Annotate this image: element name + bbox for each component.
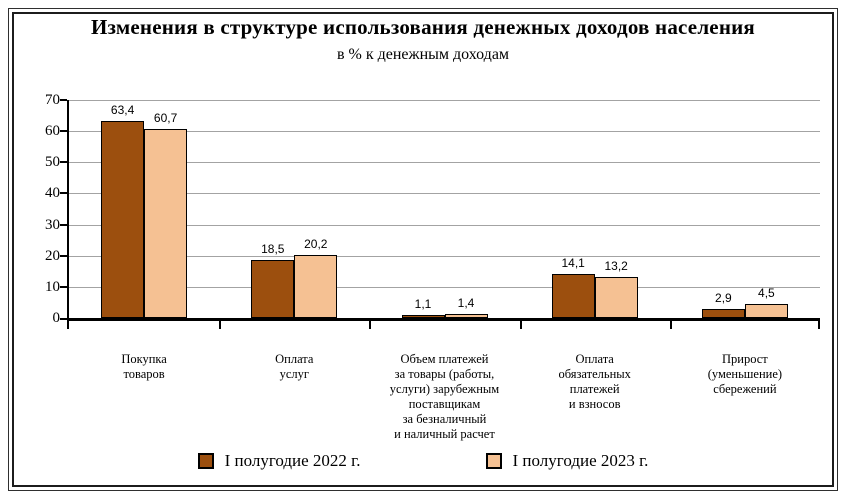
bar-2022 (701, 308, 745, 318)
gridline (69, 286, 820, 288)
y-axis-tick (60, 318, 67, 320)
bar-value-label: 2,9 (715, 290, 732, 305)
gridline (69, 255, 820, 257)
bar-2022 (551, 274, 595, 318)
bar-value-label: 18,5 (261, 242, 285, 257)
x-axis-tick (369, 321, 372, 329)
x-axis-tick (818, 321, 820, 329)
bar-2023 (594, 276, 638, 318)
gridline (69, 193, 820, 195)
bar-2022 (101, 120, 145, 318)
x-axis-tick (67, 321, 69, 329)
bar-value-label: 1,4 (457, 295, 475, 310)
gridline (69, 224, 820, 226)
bar-value-label: 60,7 (153, 110, 178, 125)
y-axis-tick (60, 254, 67, 257)
gridline (69, 131, 820, 133)
category-label: Оплата услуг (275, 352, 314, 381)
y-tick-label: 30 (45, 216, 60, 233)
y-tick-label: 40 (45, 185, 60, 202)
legend-label: I полугодие 2022 г. (224, 451, 361, 470)
chart-subtitle: в % к денежным доходам (336, 46, 510, 63)
bar-2023 (744, 304, 788, 318)
bar-value-label: 14,1 (561, 256, 585, 271)
bar-value-label: 1,1 (414, 296, 432, 311)
y-tick-label: 10 (45, 278, 60, 295)
y-tick-label: 20 (45, 247, 60, 264)
bar-value-label: 13,2 (604, 258, 628, 273)
y-axis-tick (60, 192, 67, 195)
y-tick-label: 0 (52, 310, 61, 326)
bar-value-label: 20,2 (304, 237, 328, 252)
category-label: Оплата обязательных платежей и взносов (558, 352, 631, 411)
bar-value-label: 63,4 (110, 102, 135, 117)
category-label: Покупка товаров (121, 352, 167, 381)
y-axis-tick (60, 161, 67, 164)
y-axis-tick (60, 130, 67, 133)
category-label: Прирост (уменьшение) сбережений (707, 352, 783, 396)
gridline (69, 100, 820, 101)
bar-2023 (144, 128, 188, 318)
bar-2023 (444, 313, 488, 318)
x-axis-tick (219, 321, 222, 329)
plot-area: 0 10 20 30 40 50 60 70 63,4 18,5 1,1 14,1 2,9 60,7 20,… (45, 92, 820, 441)
y-axis-tick (60, 223, 67, 226)
legend-item: I полугодие 2023 г. (485, 451, 649, 471)
bar-2022 (251, 260, 295, 318)
y-tick-label: 60 (45, 123, 60, 140)
x-axis-tick (519, 321, 522, 329)
legend: I полугодие 2022 г. I полугодие 2023 г. (0, 451, 846, 471)
x-axis-tick (669, 321, 672, 329)
bar-2022 (401, 314, 445, 318)
legend-swatch-2022 (197, 453, 214, 469)
y-tick-label: 50 (45, 154, 60, 171)
chart-title: Изменения в структуре использования дене… (91, 15, 755, 39)
legend-swatch-2023 (485, 453, 502, 469)
y-axis-tick (60, 99, 67, 101)
y-axis-tick (60, 285, 67, 288)
bar-2023 (294, 255, 338, 318)
category-label: Объем платежей за товары (работы, услуги… (389, 352, 500, 441)
y-tick-label: 70 (45, 92, 60, 108)
legend-item: I полугодие 2022 г. (197, 451, 361, 471)
legend-label: I полугодие 2023 г. (512, 451, 649, 470)
bar-value-label: 4,5 (758, 286, 775, 300)
gridline (69, 162, 820, 164)
